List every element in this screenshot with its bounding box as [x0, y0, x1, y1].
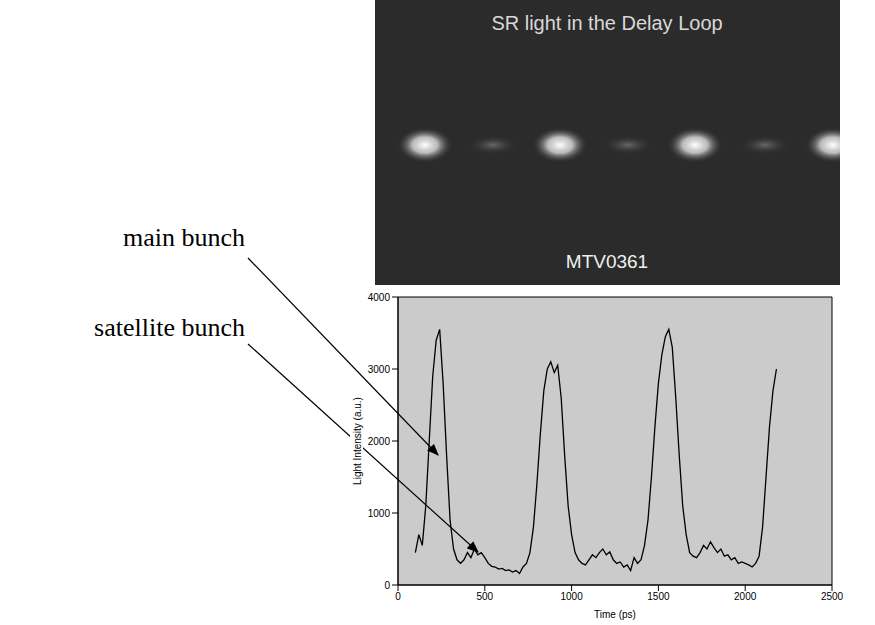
svg-text:Light Intensity (a.u.): Light Intensity (a.u.)	[352, 397, 363, 485]
svg-text:1000: 1000	[560, 591, 583, 602]
svg-text:0: 0	[384, 580, 390, 591]
svg-text:MTV0361: MTV0361	[566, 251, 648, 272]
svg-text:3000: 3000	[368, 364, 391, 375]
svg-text:2000: 2000	[734, 591, 757, 602]
svg-text:2500: 2500	[821, 591, 844, 602]
svg-text:1000: 1000	[368, 508, 391, 519]
svg-text:4000: 4000	[368, 292, 391, 303]
svg-text:0: 0	[395, 591, 401, 602]
svg-text:500: 500	[476, 591, 493, 602]
svg-text:main bunch: main bunch	[123, 223, 245, 252]
svg-text:SR light in the Delay Loop: SR light in the Delay Loop	[491, 12, 722, 34]
svg-text:2000: 2000	[368, 436, 391, 447]
svg-text:Time (ps): Time (ps)	[594, 609, 636, 620]
svg-text:1500: 1500	[647, 591, 670, 602]
svg-text:satellite bunch: satellite bunch	[94, 313, 245, 342]
